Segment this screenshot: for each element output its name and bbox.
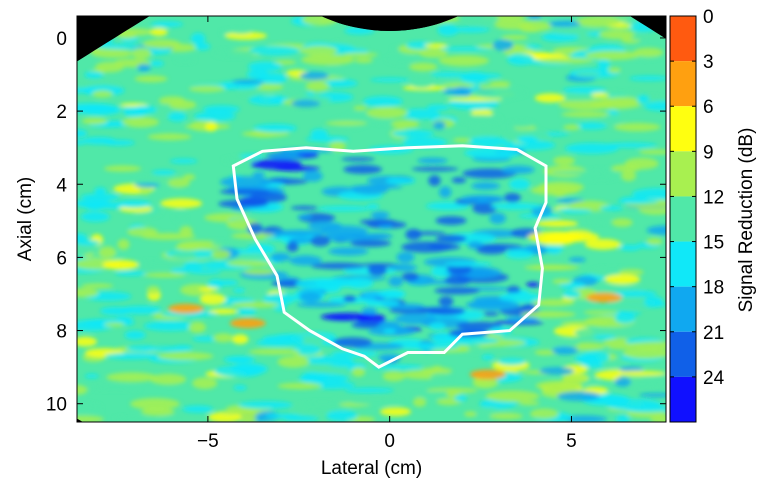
colorbar-tick-label: 6	[703, 97, 714, 118]
colorbar-bands	[670, 16, 696, 422]
region-outline	[231, 144, 548, 369]
y-ticks: 0 2 4 6 8 10	[46, 29, 666, 416]
colorbar-band	[670, 241, 696, 287]
colorbar-tick-label: 9	[703, 142, 714, 163]
x-tick-label: 0	[384, 431, 395, 452]
y-tick-label: 10	[46, 395, 67, 416]
y-tick-label: 0	[56, 29, 67, 50]
colorbar-tick-label: 18	[703, 278, 724, 299]
colorbar-band	[670, 61, 696, 107]
colorbar-band	[670, 151, 696, 197]
colorbar-tick-label: 24	[703, 368, 725, 389]
x-ticks: −5 0 5	[197, 16, 577, 452]
colorbar-band	[670, 331, 696, 377]
x-axis-label: Lateral (cm)	[321, 458, 422, 479]
colorbar-label: Signal Reduction (dB)	[736, 128, 757, 313]
colorbar-band	[670, 196, 696, 242]
colorbar-tick-label: 0	[703, 7, 714, 28]
x-tick-label: 5	[566, 431, 577, 452]
plot-frame	[76, 15, 667, 423]
colorbar: 0 3 6 9 12 15 18 21 24 Signal Reduction (dB)	[669, 7, 757, 423]
colorbar-frame	[669, 15, 697, 423]
colorbar-tick-label: 12	[703, 187, 724, 208]
colorbar-band	[670, 106, 696, 152]
colorbar-tick-label: 3	[703, 52, 714, 73]
y-tick-label: 4	[56, 175, 67, 196]
colorbar-ticks: 0 3 6 9 12 15 18 21 24	[670, 7, 725, 389]
y-tick-label: 2	[56, 102, 67, 123]
y-tick-label: 8	[56, 322, 67, 343]
colorbar-band	[670, 286, 696, 332]
colorbar-band	[670, 16, 696, 62]
colorbar-tick-label: 21	[703, 323, 724, 344]
y-tick-label: 6	[56, 248, 67, 269]
colorbar-tick-label: 15	[703, 233, 724, 254]
x-tick-label: −5	[197, 431, 219, 452]
y-axis-label: Axial (cm)	[15, 177, 36, 261]
colorbar-band	[670, 376, 696, 422]
